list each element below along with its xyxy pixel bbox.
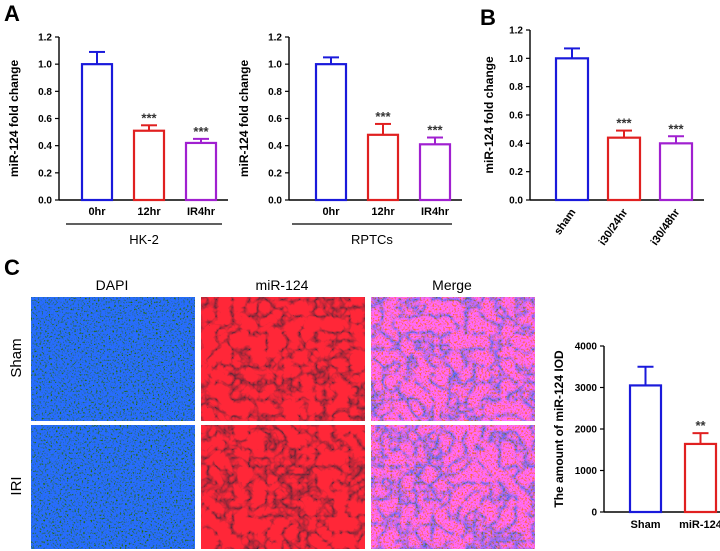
a-hk2-ytick-label: 0.6 — [38, 114, 52, 125]
c-iod-ytick-label: 3000 — [575, 383, 598, 394]
micrograph-iri-dapi — [31, 425, 195, 549]
b-ytick-label: 0.8 — [509, 82, 523, 93]
panel-letter-c: C — [4, 255, 20, 280]
a-hk2-bar — [184, 141, 218, 202]
c-iod-ytick-label: 1000 — [575, 466, 598, 477]
a-hk2-ylabel: miR-124 fold change — [7, 59, 21, 177]
a-rptc-ytick-label: 1.0 — [268, 60, 282, 71]
micrograph-row-label-sham: Sham — [8, 338, 25, 377]
b-bar — [606, 136, 642, 202]
micrograph-col-label-merge: Merge — [432, 277, 472, 293]
micrograph-sham-dapi — [31, 297, 195, 421]
a-hk2-ytick-label: 0.0 — [38, 196, 52, 207]
panel-letter-b: B — [480, 5, 496, 30]
chart-in-vivo: 0.0 0.2 0.4 0.6 0.8 1.0 1.2 miR-124 fold change… — [482, 26, 704, 248]
a-hk2-ytick-label: 0.2 — [38, 168, 52, 179]
b-category-label: i30/24hr — [597, 206, 631, 248]
a-rptc-category-label: IR4hr — [421, 206, 450, 218]
b-ylabel: miR-124 fold change — [482, 56, 496, 174]
a-rptc-bar — [314, 63, 348, 202]
b-ytick-label: 0.6 — [509, 111, 523, 122]
a-hk2-group-label: HK-2 — [129, 232, 159, 247]
chart-iod: 0 1000 2000 3000 4000 The amount of miR-124 I… — [552, 342, 720, 531]
b-significance: *** — [668, 121, 684, 136]
b-bar — [554, 57, 590, 202]
c-iod-ytick-label: 4000 — [575, 342, 598, 353]
a-rptc-ytick-label: 0.2 — [268, 168, 282, 179]
a-rptc-category-label: 12hr — [371, 206, 395, 218]
b-ytick-label: 1.0 — [509, 54, 523, 65]
c-iod-ylabel: The amount of miR-124 IOD — [552, 350, 566, 508]
micrograph-row-label-iri: IRI — [8, 476, 25, 495]
a-hk2-ytick-label: 0.8 — [38, 87, 52, 98]
a-hk2-category-label: 0hr — [88, 206, 106, 218]
c-iod-ytick-label: 2000 — [575, 425, 598, 436]
b-category-label: sham — [552, 207, 578, 238]
a-rptc-ytick-label: 0.0 — [268, 196, 282, 207]
c-iod-ytick-label: 0 — [591, 508, 597, 519]
a-hk2-bar — [80, 63, 114, 202]
micrograph-grid: DAPI miR-124 Merge Sham IRI — [8, 277, 535, 549]
b-significance: *** — [616, 116, 632, 131]
a-rptc-ytick-label: 0.4 — [268, 141, 282, 152]
c-iod-category-label: miR-124 — [679, 519, 720, 531]
a-rptc-ytick-label: 0.6 — [268, 114, 282, 125]
b-bar — [658, 142, 694, 202]
a-hk2-bar — [132, 129, 166, 202]
micrograph-col-label-mir124: miR-124 — [256, 277, 309, 293]
micrograph-iri-mir124 — [201, 425, 365, 549]
a-rptc-significance: *** — [375, 109, 391, 124]
micrograph-sham-mir124 — [201, 297, 365, 421]
a-rptc-ylabel: miR-124 fold change — [237, 59, 251, 177]
b-ytick-label: 0.4 — [509, 139, 523, 150]
c-iod-bar — [683, 442, 718, 514]
b-ytick-label: 1.2 — [509, 26, 523, 37]
c-iod-category-label: Sham — [631, 519, 661, 531]
a-rptc-bar — [366, 133, 400, 202]
chart-hk2: 0.0 0.2 0.4 0.6 0.8 1.0 1.2 miR-124 fold change… — [7, 33, 228, 247]
a-hk2-category-label: 12hr — [137, 206, 161, 218]
micrograph-iri-merge — [371, 425, 535, 549]
b-ytick-label: 0.0 — [509, 196, 523, 207]
c-iod-bar — [628, 384, 663, 514]
b-ytick-label: 0.2 — [509, 167, 523, 178]
a-hk2-category-label: IR4hr — [187, 206, 216, 218]
a-hk2-significance: *** — [193, 124, 209, 139]
micrograph-col-label-dapi: DAPI — [96, 277, 129, 293]
micrograph-sham-merge — [371, 297, 535, 421]
chart-rptcs: 0.0 0.2 0.4 0.6 0.8 1.0 1.2 miR-124 fold change… — [237, 33, 462, 247]
b-category-label: i30/48hr — [649, 206, 683, 248]
a-hk2-significance: *** — [141, 110, 157, 125]
a-hk2-ytick-label: 1.2 — [38, 33, 52, 44]
a-rptc-ytick-label: 1.2 — [268, 33, 282, 44]
a-rptc-significance: *** — [427, 123, 443, 138]
a-rptc-category-label: 0hr — [322, 206, 340, 218]
a-hk2-ytick-label: 1.0 — [38, 60, 52, 71]
a-rptc-group-label: RPTCs — [351, 232, 393, 247]
a-rptc-ytick-label: 0.8 — [268, 87, 282, 98]
panel-letter-a: A — [4, 1, 20, 26]
a-rptc-bar — [418, 143, 452, 202]
a-hk2-ytick-label: 0.4 — [38, 141, 52, 152]
c-iod-significance: ** — [695, 418, 706, 433]
